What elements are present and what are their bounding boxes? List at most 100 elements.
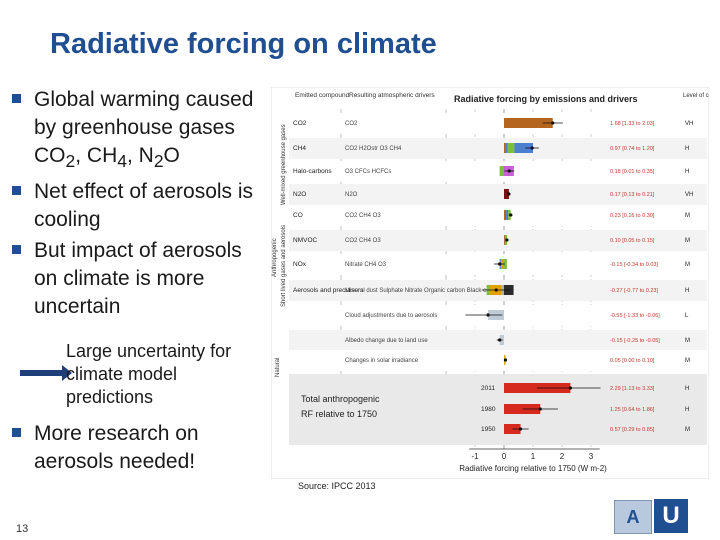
row-confidence: M bbox=[685, 213, 690, 219]
row-band bbox=[289, 184, 707, 205]
row-value-label: -0.15 [-0.34 to 0.03] bbox=[610, 262, 658, 268]
total-year: 2011 bbox=[481, 385, 495, 392]
row-compound: CH4 bbox=[293, 145, 306, 152]
row-compound: Aerosols and precursors bbox=[293, 287, 364, 294]
arrow-icon bbox=[20, 365, 72, 381]
row-compound: CO2 bbox=[293, 120, 307, 127]
bullet-item: More research on aerosols needed! bbox=[12, 420, 267, 476]
forcing-bar bbox=[507, 143, 515, 153]
bullet-marker bbox=[12, 186, 21, 196]
total-value-label: 1.25 [0.64 to 1.86] bbox=[610, 407, 655, 413]
sub-note: Large uncertainty for climate model pred… bbox=[66, 341, 232, 407]
value-point bbox=[551, 121, 555, 125]
forcing-bar bbox=[504, 143, 506, 153]
bullet-item: But impact of aerosols on climate is mor… bbox=[12, 237, 267, 321]
value-point bbox=[518, 427, 523, 431]
bullet-list-2: More research on aerosols needed! bbox=[12, 420, 267, 479]
x-tick-label: -1 bbox=[471, 452, 479, 461]
total-value-label: 0.57 [0.29 to 0.85] bbox=[610, 427, 655, 433]
row-drivers: CO2 H2Ostr O3 CH4 bbox=[345, 146, 402, 152]
row-confidence: M bbox=[685, 338, 690, 344]
row-value-label: 0.10 [0.05 to 0.15] bbox=[610, 238, 655, 244]
row-band bbox=[289, 161, 707, 182]
row-value-label: -0.55 [-1.33 to -0.06] bbox=[610, 313, 660, 319]
row-value-label: 1.68 [1.33 to 2.03] bbox=[610, 121, 655, 127]
value-point bbox=[507, 169, 511, 173]
value-point bbox=[486, 313, 490, 317]
forcing-bar bbox=[499, 166, 504, 176]
x-axis-label: Radiative forcing relative to 1750 (W m-… bbox=[459, 464, 607, 473]
forcing-bar bbox=[514, 143, 533, 153]
row-band bbox=[289, 205, 707, 226]
row-compound: N2O bbox=[293, 191, 306, 198]
col-confidence: Level of confidence bbox=[683, 93, 709, 99]
forcing-bar bbox=[504, 235, 505, 245]
row-confidence: H bbox=[685, 288, 689, 294]
row-value-label: 0.05 [0.00 to 0.10] bbox=[610, 358, 655, 364]
value-point bbox=[498, 338, 502, 342]
forcing-bar bbox=[504, 210, 507, 220]
row-confidence: M bbox=[685, 358, 690, 364]
forcing-bar bbox=[504, 259, 507, 269]
value-point bbox=[507, 192, 511, 196]
row-drivers: N2O bbox=[345, 192, 358, 198]
row-band bbox=[289, 230, 707, 251]
slide-title: Radiative forcing on climate bbox=[50, 28, 437, 60]
x-tick-label: 2 bbox=[560, 452, 565, 461]
total-value-label: 2.29 [1.13 to 3.33] bbox=[610, 386, 655, 392]
bullet-text: More research on aerosols needed! bbox=[34, 422, 199, 473]
row-confidence: VH bbox=[685, 192, 693, 198]
row-drivers: CO2 CH4 O3 bbox=[345, 213, 381, 219]
row-confidence: M bbox=[685, 238, 690, 244]
row-confidence: H bbox=[685, 169, 689, 175]
bullet-list: Global warming caused by greenhouse gase… bbox=[12, 86, 267, 324]
total-confidence: M bbox=[685, 427, 690, 433]
value-point bbox=[538, 407, 542, 411]
page-number: 13 bbox=[16, 523, 29, 535]
total-bar bbox=[504, 404, 541, 414]
row-compound: NOx bbox=[293, 261, 307, 268]
totals-label: RF relative to 1750 bbox=[301, 409, 377, 419]
value-point bbox=[498, 262, 502, 266]
row-confidence: VH bbox=[685, 121, 693, 127]
forcing-bar bbox=[504, 118, 553, 128]
row-band bbox=[289, 138, 707, 159]
total-year: 1980 bbox=[481, 406, 496, 413]
group-shortlived: Short lived gases and aerosols bbox=[281, 225, 287, 307]
x-tick-label: 0 bbox=[502, 452, 507, 461]
bullet-item: Net effect of aerosols is cooling bbox=[12, 178, 267, 234]
row-confidence: H bbox=[685, 146, 689, 152]
row-compound: Halo-carbons bbox=[293, 168, 332, 175]
totals-label: Total anthropogenic bbox=[301, 394, 380, 404]
row-band bbox=[289, 350, 707, 371]
col-emitted: Emitted compound bbox=[295, 92, 350, 99]
value-point bbox=[505, 238, 509, 242]
row-drivers: Cloud adjustments due to aerosols bbox=[345, 313, 437, 319]
row-drivers: Nitrate CH4 O3 bbox=[345, 262, 387, 268]
group-wellmixed: Well-mixed greenhouse gases bbox=[281, 124, 287, 205]
x-tick-label: 3 bbox=[589, 452, 594, 461]
forcing-bar bbox=[505, 143, 508, 153]
value-point bbox=[503, 358, 508, 362]
bullet-marker bbox=[12, 94, 21, 103]
total-confidence: H bbox=[685, 407, 689, 413]
value-point bbox=[494, 288, 498, 292]
row-drivers: Changes in solar irradiance bbox=[345, 358, 419, 364]
total-confidence: H bbox=[685, 386, 689, 392]
totals-band bbox=[289, 374, 707, 445]
row-compound: NMVOC bbox=[293, 237, 318, 244]
bullet-marker bbox=[12, 428, 21, 437]
row-value-label: 0.18 [0.01 to 0.35] bbox=[610, 169, 655, 175]
bullet-item: Global warming caused by greenhouse gase… bbox=[12, 86, 267, 175]
row-value-label: 0.23 [0.16 to 0.30] bbox=[610, 213, 655, 219]
source-note: Source: IPCC 2013 bbox=[298, 481, 376, 491]
row-drivers: Albedo change due to land use bbox=[345, 338, 428, 344]
total-bar bbox=[504, 424, 521, 434]
row-confidence: L bbox=[685, 313, 689, 319]
row-band bbox=[289, 254, 707, 275]
total-year: 1950 bbox=[481, 426, 496, 433]
row-value-label: -0.27 [-0.77 to 0.23] bbox=[610, 288, 658, 294]
row-band bbox=[289, 113, 707, 134]
row-confidence: M bbox=[685, 262, 690, 268]
bullet-text: Global warming caused by greenhouse gase… bbox=[34, 88, 254, 172]
